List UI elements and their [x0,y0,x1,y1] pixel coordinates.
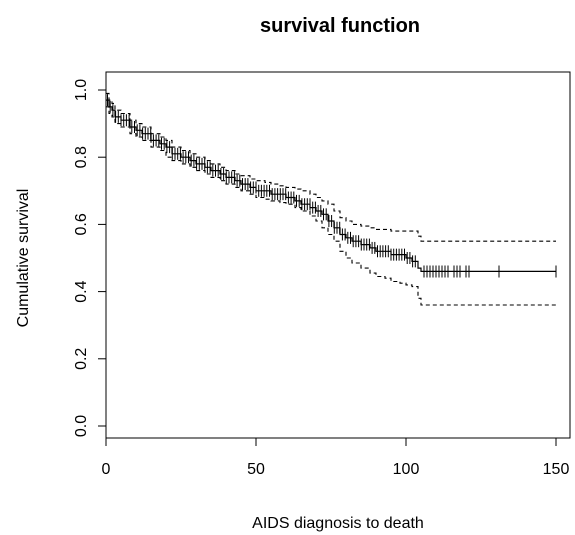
x-tick-label: 150 [543,461,570,478]
series-layer [106,92,557,306]
y-tick-label: 0.8 [73,146,90,168]
censor-marks [107,94,557,278]
plot-frame [105,71,571,439]
x-tick-label: 50 [247,461,265,478]
x-tick-label: 0 [102,461,111,478]
series-upper-confidence [106,92,556,242]
x-axis-label: AIDS diagnosis to death [252,515,424,532]
y-tick-label: 0.4 [73,280,90,302]
series-estimate [106,99,556,272]
y-tick-label: 0.0 [73,415,90,437]
y-axis-label: Cumulative survival [15,189,32,328]
x-axis-ticks: 0 50 100 150 [102,438,570,478]
y-tick-label: 0.6 [73,213,90,235]
y-axis-ticks: 0.0 0.2 0.4 0.6 0.8 1.0 [73,79,106,437]
x-tick-label: 100 [393,461,420,478]
chart-title: survival function [260,15,420,37]
y-tick-label: 0.2 [73,348,90,370]
series-lower-confidence [106,106,556,306]
y-tick-label: 1.0 [73,79,90,101]
